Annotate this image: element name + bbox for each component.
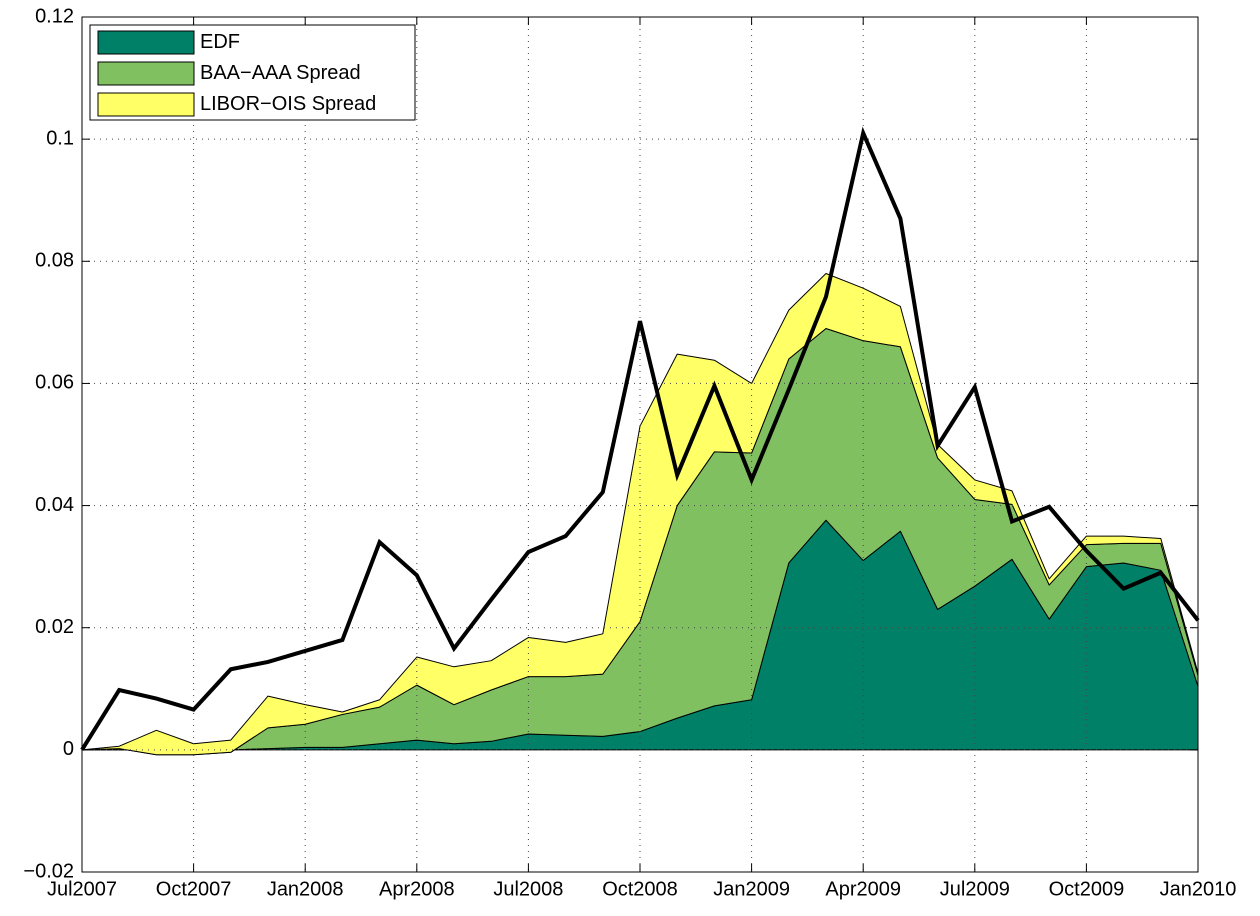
y-tick-label: 0.02 — [35, 616, 74, 638]
x-tick-label: Oct2009 — [1049, 878, 1125, 900]
x-tick-label: Apr2008 — [379, 878, 455, 900]
legend-label: LIBOR−OIS Spread — [200, 93, 376, 115]
legend: EDF BAA−AAA Spread LIBOR−OIS Spread — [89, 24, 416, 121]
x-tick-label: Jan2010 — [1160, 878, 1237, 900]
y-tick-label: 0.04 — [35, 494, 74, 516]
x-tick-label: Oct2008 — [602, 878, 678, 900]
y-tick-label: 0.06 — [35, 372, 74, 394]
x-tick-label: Jan2008 — [267, 878, 344, 900]
y-tick-label: −0.02 — [23, 860, 74, 882]
y-tick-label: 0.12 — [35, 5, 74, 27]
x-tick-label: Jan2009 — [713, 878, 790, 900]
y-tick-label: 0 — [63, 738, 74, 760]
x-tick-label: Jul2008 — [493, 878, 563, 900]
x-tick-label: Jul2007 — [47, 878, 117, 900]
legend-swatch — [97, 92, 195, 117]
line — [80, 126, 1200, 751]
legend-label: EDF — [200, 31, 240, 53]
y-tick-label: 0.1 — [46, 127, 74, 149]
y-tick-label: 0.08 — [35, 250, 74, 272]
legend-label: BAA−AAA Spread — [200, 62, 361, 84]
x-tick-label: Oct2007 — [156, 878, 232, 900]
legend-swatch — [97, 61, 195, 86]
x-tick-label: Apr2009 — [825, 878, 901, 900]
x-tick-label: Jul2009 — [940, 878, 1010, 900]
legend-swatch — [97, 30, 195, 55]
